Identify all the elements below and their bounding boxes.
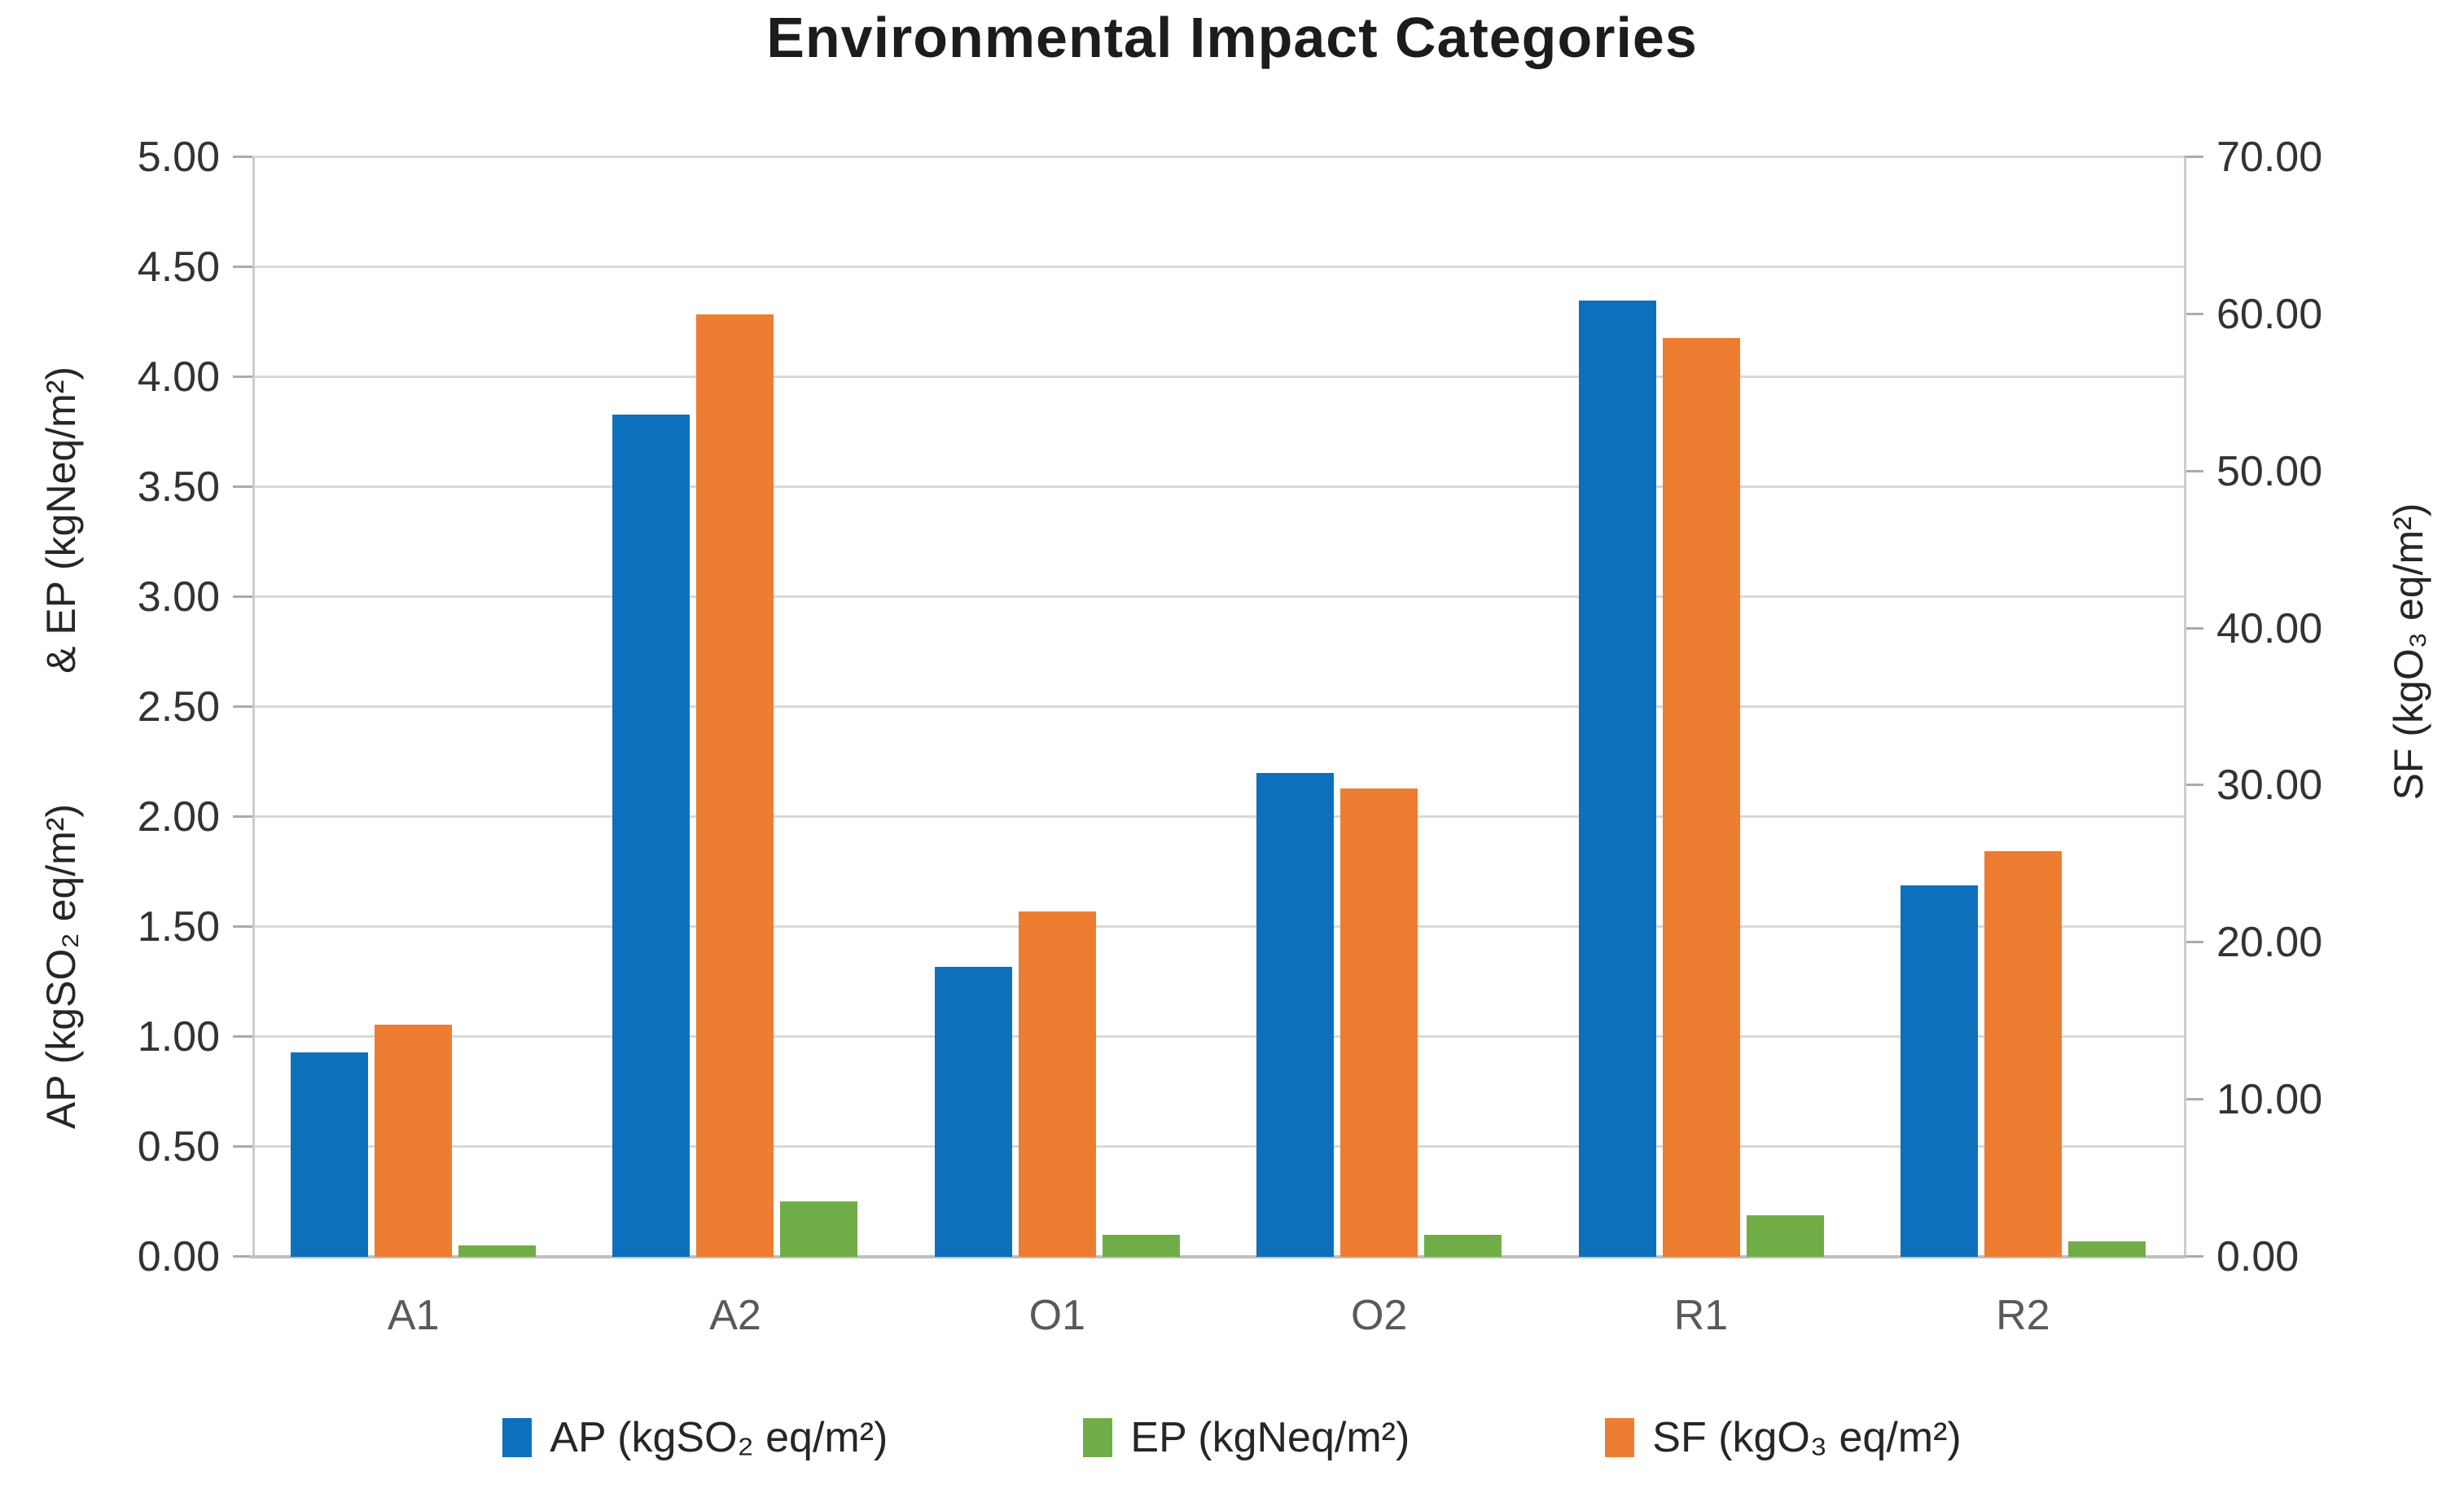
legend-label-ep: EP (kgNeq/m²) [1130, 1414, 1410, 1461]
y2-axis-tick-label: 10.00 [2216, 1076, 2323, 1124]
legend-marker-ap [502, 1418, 533, 1457]
y-axis-tick [233, 1035, 252, 1038]
y2-axis-line [2184, 157, 2186, 1257]
bar-sf-a2 [696, 314, 774, 1257]
y2-axis-tick [2184, 312, 2203, 315]
y-axis-tick-label: 1.00 [137, 1013, 220, 1061]
y-axis-tick [233, 376, 252, 378]
x-axis-category-label: R2 [1996, 1292, 2050, 1339]
legend-item-ap: AP (kgSO₂ eq/m²) [502, 1413, 888, 1462]
y-axis-tick [233, 266, 252, 268]
y2-axis-tick-label: 60.00 [2216, 290, 2323, 338]
bar-ap-r1 [1579, 301, 1656, 1257]
gridline [252, 595, 2184, 598]
y-axis-tick-label: 1.50 [137, 903, 220, 951]
y-axis-tick-label: 4.00 [137, 354, 220, 401]
y-axis-tick-label: 5.00 [137, 134, 220, 181]
gridline [252, 815, 2184, 818]
y2-axis-tick [2184, 941, 2203, 944]
gridline [252, 485, 2184, 488]
gridline [252, 1145, 2184, 1148]
bar-ep-r2 [2068, 1241, 2146, 1257]
chart-title: Environmental Impact Categories [766, 6, 1698, 69]
y-axis-tick-label: 2.50 [137, 683, 220, 731]
y-axis-line [252, 157, 255, 1257]
x-axis-category-label: R1 [1673, 1292, 1729, 1339]
x-axis-category-label: O2 [1350, 1292, 1408, 1339]
y2-axis-tick [2184, 626, 2203, 630]
legend-marker-sf [1605, 1418, 1635, 1457]
bar-ep-a1 [458, 1245, 536, 1257]
y-axis-tick-label: 2.00 [137, 793, 220, 841]
bar-ap-a1 [291, 1052, 368, 1257]
y-axis-tick-label: 3.50 [137, 463, 220, 511]
gridline [252, 266, 2184, 268]
legend-label-ap: AP (kgSO₂ eq/m²) [550, 1414, 888, 1461]
x-axis-category-label: O1 [1028, 1292, 1085, 1339]
y2-axis-tick [2184, 156, 2203, 158]
y2-axis-tick [2184, 1098, 2203, 1101]
gridline [252, 1035, 2184, 1038]
y-axis-tick-label: 0.00 [137, 1233, 220, 1280]
x-axis-category-label: A1 [387, 1292, 440, 1339]
y-axis-tick [233, 1145, 252, 1148]
y-axis-tick-label: 4.50 [137, 244, 220, 291]
bar-sf-r2 [1984, 851, 2062, 1257]
bar-sf-o2 [1340, 788, 1418, 1257]
y2-axis-tick-label: 70.00 [2216, 134, 2323, 181]
y2-axis-tick-label: 40.00 [2216, 604, 2323, 652]
y2-axis-tick-label: 30.00 [2216, 762, 2323, 810]
bar-ep-o1 [1103, 1235, 1180, 1257]
bar-ep-o2 [1424, 1235, 1502, 1257]
bar-ap-o2 [1256, 773, 1334, 1257]
x-axis-category-label: A2 [709, 1292, 761, 1339]
y-axis-tick-label: 3.00 [137, 573, 220, 621]
legend-item-ep: EP (kgNeq/m²) [1083, 1413, 1410, 1462]
y-axis-tick [233, 1255, 252, 1258]
bar-ep-a2 [780, 1201, 857, 1257]
bar-ap-a2 [612, 415, 690, 1257]
y2-axis-tick-label: 20.00 [2216, 919, 2323, 967]
y-axis-tick [233, 156, 252, 158]
bar-sf-a1 [375, 1025, 452, 1257]
gridline [252, 376, 2184, 378]
legend-item-sf: SF (kgO₃ eq/m²) [1605, 1413, 1962, 1462]
legend-label-sf: SF (kgO₃ eq/m²) [1652, 1414, 1962, 1461]
y-axis-tick [233, 705, 252, 708]
y2-axis-tick-label: 0.00 [2216, 1233, 2300, 1280]
legend-marker-ep [1083, 1418, 1113, 1457]
y-axis-tick [233, 595, 252, 598]
gridline [252, 156, 2184, 158]
gridline [252, 705, 2184, 708]
y2-axis-tick [2184, 784, 2203, 787]
x-axis-line [250, 1255, 2186, 1258]
bar-ep-r1 [1747, 1215, 1824, 1257]
y-axis-tick [233, 925, 252, 928]
y-axis-tick [233, 485, 252, 488]
bar-ap-r2 [1901, 885, 1978, 1257]
bar-sf-r1 [1663, 338, 1740, 1257]
y2-axis-tick [2184, 469, 2203, 472]
bar-sf-o1 [1019, 911, 1096, 1257]
y-axis-tick [233, 815, 252, 818]
y2-axis-tick-label: 50.00 [2216, 447, 2323, 495]
y2-axis-tick [2184, 1255, 2203, 1258]
y-axis-tick-label: 0.50 [137, 1123, 220, 1170]
legend: AP (kgSO₂ eq/m²) EP (kgNeq/m²) SF (kgO₃ … [0, 1413, 2464, 1462]
gridline [252, 925, 2184, 928]
bar-ap-o1 [935, 967, 1012, 1257]
